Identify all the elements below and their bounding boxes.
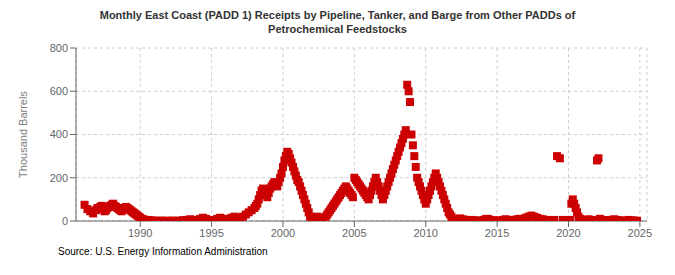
svg-text:2025: 2025: [628, 227, 652, 239]
svg-text:1990: 1990: [128, 227, 152, 239]
html-text:Monthly East Coast (PADD 1) Re: Monthly East Coast (PADD 1) Receipts by …: [99, 9, 576, 21]
svg-text:2020: 2020: [556, 227, 580, 239]
html-text:Petrochemical Feedstocks: Petrochemical Feedstocks: [268, 23, 407, 35]
svg-text:200: 200: [50, 172, 68, 184]
svg-text:2015: 2015: [485, 227, 509, 239]
svg-text:2000: 2000: [271, 227, 295, 239]
svg-text:400: 400: [50, 128, 68, 140]
svg-text:1995: 1995: [199, 227, 223, 239]
svg-text:0: 0: [62, 215, 68, 227]
svg-text:Thousand Barrels: Thousand Barrels: [17, 91, 29, 178]
html-text:Source: U.S. Energy Informatio: Source: U.S. Energy Information Administ…: [58, 246, 268, 257]
svg-text:600: 600: [50, 85, 68, 97]
svg-text:2010: 2010: [413, 227, 437, 239]
svg-text:2005: 2005: [342, 227, 366, 239]
svg-text:800: 800: [50, 42, 68, 54]
